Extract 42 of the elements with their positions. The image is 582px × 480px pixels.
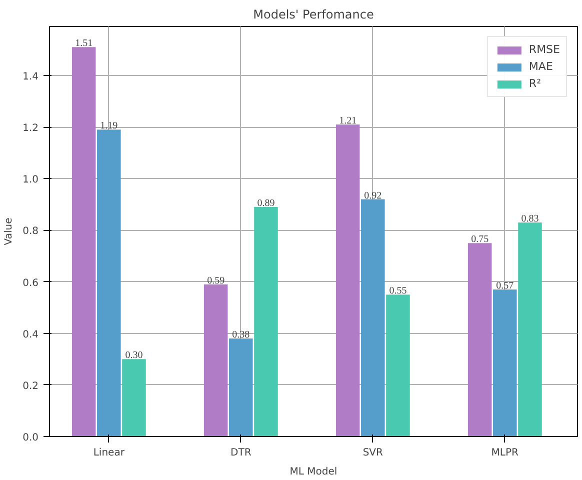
data-label: 0.75 (471, 234, 489, 246)
bar (493, 290, 517, 436)
bar (122, 359, 146, 436)
x-tick-label: DTR (230, 448, 252, 458)
data-label: 0.83 (521, 213, 539, 224)
y-tick-label: 0.8 (22, 226, 39, 238)
y-tick-label: 1.0 (22, 174, 39, 186)
data-label: 0.30 (125, 350, 143, 362)
bar (229, 338, 253, 436)
legend-label: RMSE (528, 43, 560, 56)
data-label: 0.89 (257, 198, 275, 210)
y-tick-label: 1.4 (22, 71, 39, 82)
data-label: 0.92 (364, 190, 382, 202)
data-label: 0.59 (207, 275, 225, 286)
y-tick-label: 0.6 (22, 278, 39, 289)
x-tick-label: Linear (93, 448, 126, 458)
bar (97, 130, 121, 436)
data-label: 1.21 (339, 115, 357, 126)
data-label: 0.55 (389, 286, 407, 297)
x-tick-label: MLPR (491, 448, 519, 458)
y-tick-label: 1.2 (22, 123, 39, 134)
chart-title: Models' Perfomance (253, 8, 374, 22)
bar (254, 207, 278, 436)
y-tick-label: 0.4 (22, 329, 39, 340)
y-tick-label: 0.0 (22, 432, 39, 444)
bar (518, 222, 542, 436)
x-axis-title: ML Model (290, 466, 338, 478)
bar (204, 284, 228, 436)
y-axis-title: Value (4, 218, 15, 246)
data-label: 1.51 (75, 38, 93, 50)
bar (72, 47, 96, 436)
bar (468, 243, 492, 436)
legend-label: MAE (528, 60, 553, 73)
legend-label: R² (528, 77, 542, 90)
data-label: 1.19 (100, 120, 118, 132)
bar (336, 124, 360, 436)
bar (361, 199, 385, 436)
data-label: 0.57 (496, 280, 514, 292)
x-tick-label: SVR (362, 448, 384, 458)
y-tick-label: 0.2 (22, 380, 39, 392)
bar (386, 294, 410, 436)
data-label: 0.38 (232, 330, 250, 341)
